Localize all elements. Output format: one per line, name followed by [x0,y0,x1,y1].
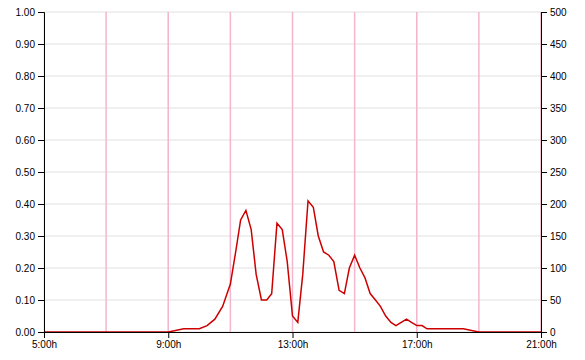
tick-label: 50 [550,295,562,306]
tick-label: 5:00h [32,339,57,350]
vline [105,12,107,332]
y2-axis: 0 50 100 150 200 250 300 350 400 450 500 [541,7,567,338]
tick-label: 150 [550,231,567,242]
tick-label: 0.50 [16,167,36,178]
tick-mark [541,172,547,173]
tick-mark [38,204,44,205]
tick-mark [38,44,44,45]
tick: 400 [541,71,567,82]
tick-label: 0.30 [16,231,36,242]
tick: 0.20 [16,263,44,274]
tick-label: 1.00 [16,7,36,18]
tick-label: 0.20 [16,263,36,274]
y-axis: 0.00 0.10 0.20 0.30 0.40 0.50 0.60 0.70 0.80 0.90… [16,7,45,338]
tick: 300 [541,135,567,146]
tick-label: 0.90 [16,39,36,50]
tick-mark [293,332,294,338]
tick: 0 [541,327,556,338]
line [44,201,541,332]
tick-label: 0.00 [16,327,36,338]
tick-mark [541,268,547,269]
tick-mark [541,108,547,109]
plot: 5:00h 9:00h 13:00h 17:00h 21:00h 0.00 0.10 0.20… [16,7,568,350]
tick: 1.00 [16,7,44,18]
tick-label: 0.60 [16,135,36,146]
axis-line [38,13,45,333]
tick: 200 [541,199,567,210]
tick: 450 [541,39,567,50]
tick-label: 200 [550,199,567,210]
tick-label: 0.70 [16,103,36,114]
tick-mark [38,236,44,237]
tick-mark [38,140,44,141]
tick-label: 0.10 [16,295,36,306]
tick: 0.70 [16,103,44,114]
grid [44,12,541,332]
tick-label: 500 [550,7,567,18]
vline [292,12,294,332]
tick: 0.90 [16,39,44,50]
tick: 0.50 [16,167,44,178]
tick: 5:00h [32,332,57,350]
tick-mark [38,332,44,333]
axis-line [45,333,542,339]
tick: 13:00h [278,332,309,350]
tick-mark [541,332,547,333]
tick: 0.10 [16,295,44,306]
tick-label: 250 [550,167,567,178]
tick-mark [541,236,547,237]
tick-mark [541,140,547,141]
tick-mark [38,300,44,301]
tick-label: 13:00h [278,339,309,350]
tick: 0.00 [16,327,44,338]
vline [416,12,418,332]
tick: 100 [541,263,567,274]
tick: 0.40 [16,199,44,210]
marks [44,12,541,332]
grid-line-x [292,12,293,332]
tick-label: 17:00h [402,339,433,350]
tick-mark [168,332,169,338]
tick: 0.30 [16,231,44,242]
tick: 150 [541,231,567,242]
tick-label: 0.80 [16,71,36,82]
tick-mark [541,204,547,205]
tick-mark [38,12,44,13]
tick: 500 [541,7,567,18]
tick: 350 [541,103,567,114]
tick-mark [38,108,44,109]
tick-label: 9:00h [156,339,181,350]
tick-mark [541,76,547,77]
tick-mark [38,76,44,77]
tick: 17:00h [402,332,433,350]
tick: 0.80 [16,71,44,82]
vline [354,12,356,332]
tick: 0.60 [16,135,44,146]
tick-mark [541,44,547,45]
vline [478,12,480,332]
axis-line [542,13,548,333]
vline [540,12,541,332]
tick-label: 400 [550,71,567,82]
vline [168,12,170,332]
grid-line-x [416,12,417,332]
tick-label: 450 [550,39,567,50]
tick-label: 21:00h [526,339,557,350]
x-axis: 5:00h 9:00h 13:00h 17:00h 21:00h [32,332,557,350]
tick-mark [38,268,44,269]
tick-label: 350 [550,103,567,114]
tick-label: 100 [550,263,567,274]
tick: 250 [541,167,567,178]
tick: 50 [541,295,562,306]
tick: 9:00h [156,332,181,350]
tick-mark [541,300,547,301]
tick-mark [417,332,418,338]
tick-label: 300 [550,135,567,146]
tick-label: 0 [550,327,556,338]
grid-line-x [168,12,169,332]
chart: 5:00h 9:00h 13:00h 17:00h 21:00h 0.00 0.10 0.20… [0,0,585,360]
tick-label: 0.40 [16,199,36,210]
tick-mark [38,172,44,173]
tick-mark [541,12,547,13]
